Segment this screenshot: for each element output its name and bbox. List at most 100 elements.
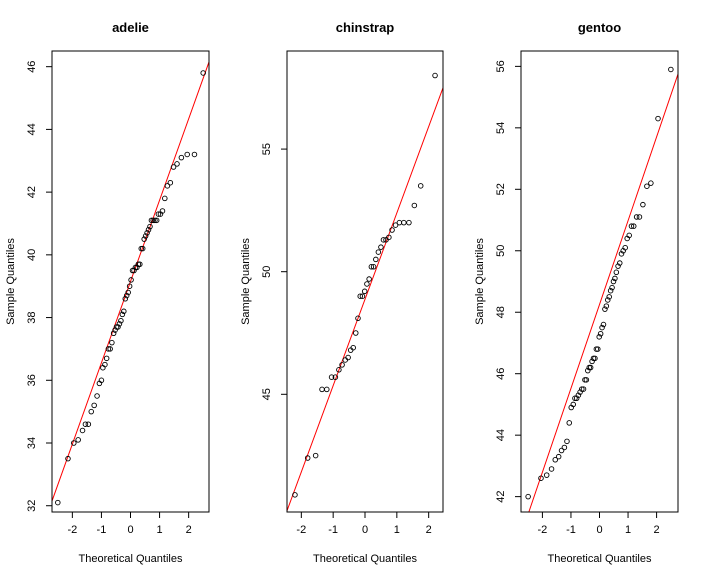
data-point-gentoo-7 bbox=[561, 444, 568, 451]
y-tick-label-adelie: 40 bbox=[26, 249, 38, 261]
data-point-gentoo-54 bbox=[648, 180, 654, 186]
data-point-chinstrap-9 bbox=[342, 357, 349, 363]
data-point-chinstrap-30 bbox=[396, 219, 403, 226]
data-point-gentoo-36 bbox=[607, 287, 614, 294]
x-tick-label-gentoo: 2 bbox=[654, 524, 660, 536]
data-point-chinstrap-20 bbox=[368, 264, 375, 270]
x-axis-label-adelie: Theoretical Quantiles bbox=[79, 553, 183, 565]
x-tick-label-gentoo: 1 bbox=[625, 524, 631, 536]
data-point-gentoo-0 bbox=[525, 493, 531, 500]
data-point-gentoo-39 bbox=[612, 275, 618, 282]
y-axis-label-adelie: Sample Quantiles bbox=[5, 238, 17, 325]
data-point-chinstrap-29 bbox=[392, 222, 399, 228]
data-point-gentoo-4 bbox=[552, 457, 559, 463]
data-point-chinstrap-8 bbox=[339, 362, 345, 368]
data-point-adelie-18 bbox=[110, 330, 117, 336]
data-point-chinstrap-28 bbox=[389, 227, 395, 233]
data-point-adelie-50 bbox=[159, 208, 166, 214]
y-tick-label-adelie: 32 bbox=[26, 500, 38, 512]
data-point-adelie-47 bbox=[153, 217, 160, 224]
data-point-gentoo-32 bbox=[602, 306, 608, 312]
y-tick-label-gentoo: 56 bbox=[495, 60, 507, 72]
data-point-adelie-7 bbox=[88, 408, 94, 415]
data-point-adelie-19 bbox=[112, 327, 118, 333]
data-point-chinstrap-3 bbox=[319, 386, 325, 393]
data-point-gentoo-47 bbox=[626, 232, 632, 239]
data-point-gentoo-43 bbox=[618, 251, 625, 257]
data-point-chinstrap-33 bbox=[411, 202, 418, 209]
panel-title-adelie: adelie bbox=[112, 20, 149, 35]
data-point-adelie-8 bbox=[91, 402, 97, 409]
data-point-gentoo-34 bbox=[605, 297, 611, 303]
data-point-adelie-2 bbox=[71, 440, 77, 446]
x-tick-label-gentoo: -1 bbox=[566, 524, 576, 536]
reference-line-chinstrap bbox=[287, 87, 443, 511]
x-tick-label-gentoo: -2 bbox=[538, 524, 548, 536]
data-point-gentoo-28 bbox=[596, 334, 602, 340]
data-point-chinstrap-4 bbox=[324, 386, 330, 393]
data-point-gentoo-37 bbox=[609, 284, 615, 291]
data-point-adelie-1 bbox=[65, 455, 71, 462]
data-point-adelie-4 bbox=[79, 427, 86, 434]
plot-frame-gentoo bbox=[520, 50, 679, 513]
data-point-adelie-22 bbox=[116, 321, 123, 327]
data-point-gentoo-1 bbox=[538, 475, 544, 481]
data-point-adelie-30 bbox=[128, 277, 134, 283]
data-point-adelie-9 bbox=[94, 393, 100, 399]
data-point-adelie-58 bbox=[191, 151, 198, 158]
data-point-gentoo-55 bbox=[655, 115, 661, 122]
data-point-gentoo-11 bbox=[570, 401, 576, 408]
data-point-adelie-6 bbox=[85, 421, 92, 427]
y-tick-label-gentoo: 54 bbox=[495, 122, 507, 134]
data-point-adelie-34 bbox=[134, 264, 140, 271]
data-point-gentoo-41 bbox=[615, 263, 621, 269]
data-point-adelie-48 bbox=[155, 211, 162, 217]
data-point-chinstrap-27 bbox=[386, 234, 392, 241]
y-tick-label-adelie: 46 bbox=[26, 61, 38, 73]
reference-line-adelie bbox=[52, 61, 209, 502]
data-point-adelie-42 bbox=[145, 227, 152, 233]
y-tick-label-adelie: 42 bbox=[26, 186, 38, 198]
data-point-chinstrap-21 bbox=[370, 264, 377, 270]
data-point-gentoo-50 bbox=[633, 214, 640, 220]
data-point-chinstrap-13 bbox=[353, 330, 359, 336]
data-point-gentoo-25 bbox=[592, 355, 598, 362]
data-point-adelie-51 bbox=[162, 195, 168, 202]
data-point-gentoo-40 bbox=[613, 269, 620, 276]
y-tick-label-chinstrap: 55 bbox=[261, 143, 273, 155]
data-point-gentoo-19 bbox=[583, 377, 590, 383]
data-point-gentoo-16 bbox=[579, 386, 585, 392]
data-point-chinstrap-24 bbox=[378, 244, 384, 250]
x-axis-label-gentoo: Theoretical Quantiles bbox=[548, 553, 652, 565]
data-point-adelie-40 bbox=[142, 233, 149, 239]
data-point-chinstrap-14 bbox=[355, 315, 361, 322]
x-tick-label-adelie: 1 bbox=[157, 524, 163, 536]
data-point-chinstrap-1 bbox=[304, 455, 311, 461]
data-point-gentoo-35 bbox=[606, 294, 612, 300]
data-point-chinstrap-0 bbox=[292, 492, 298, 498]
y-tick-label-gentoo: 50 bbox=[495, 245, 507, 257]
data-point-adelie-28 bbox=[125, 289, 131, 296]
data-point-adelie-59 bbox=[200, 70, 206, 76]
data-point-adelie-56 bbox=[178, 154, 185, 161]
data-point-gentoo-20 bbox=[585, 367, 591, 374]
data-point-adelie-54 bbox=[170, 164, 177, 170]
data-point-gentoo-23 bbox=[589, 358, 595, 365]
x-tick-label-chinstrap: 1 bbox=[394, 524, 400, 536]
data-point-adelie-27 bbox=[123, 292, 130, 299]
data-point-adelie-52 bbox=[164, 183, 171, 189]
data-point-gentoo-27 bbox=[595, 346, 601, 352]
panel-adelie: adelie Theoretical Quantiles Sample Quanti… bbox=[5, 20, 210, 565]
data-point-gentoo-8 bbox=[564, 438, 570, 445]
data-point-adelie-23 bbox=[118, 317, 124, 324]
plot-frame-chinstrap bbox=[286, 50, 444, 513]
data-point-adelie-15 bbox=[105, 346, 112, 352]
data-point-gentoo-31 bbox=[600, 321, 607, 328]
reference-line-gentoo bbox=[528, 73, 678, 512]
data-point-adelie-17 bbox=[109, 339, 115, 346]
panel-chinstrap: chinstrap Theoretical Quantiles Sample Qua… bbox=[240, 20, 444, 565]
x-tick-label-adelie: 2 bbox=[186, 524, 192, 536]
data-point-gentoo-6 bbox=[558, 447, 565, 454]
data-point-gentoo-14 bbox=[575, 392, 582, 398]
x-axis-label-chinstrap: Theoretical Quantiles bbox=[313, 553, 417, 565]
